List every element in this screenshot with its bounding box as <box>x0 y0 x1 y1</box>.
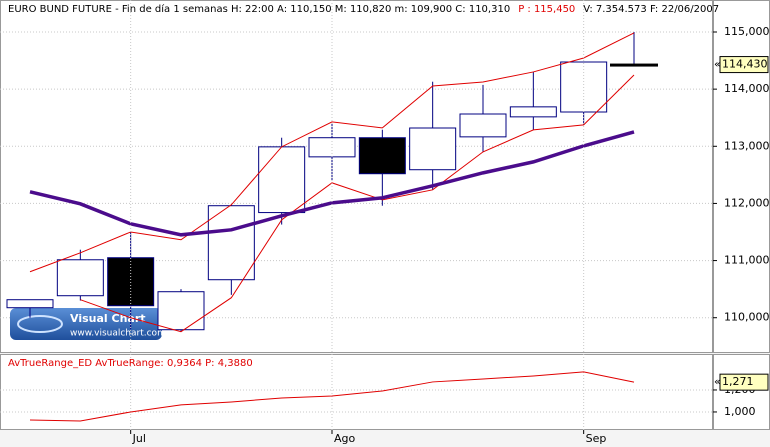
last-value-label: 1,271 <box>722 375 754 388</box>
x-tick-label: Sep <box>586 432 607 445</box>
candle-body <box>6 299 54 309</box>
candle-body <box>610 63 658 67</box>
header-part: AvTrueRange_ED AvTrueRange: 0,9364 P: 4,… <box>8 358 253 369</box>
last-value-label: 114,430 <box>722 58 768 71</box>
series-line <box>29 371 635 422</box>
y-tick-label: 113,000 <box>724 139 770 152</box>
candle-body <box>409 127 457 171</box>
x-tick-label: Ago <box>334 432 356 445</box>
y-tick-label: 114,000 <box>724 82 770 95</box>
last-value-box <box>719 56 769 74</box>
panel-header: AvTrueRange_ED AvTrueRange: 0,9364 P: 4,… <box>8 358 253 369</box>
logo-title: Visual Chart <box>70 312 146 325</box>
last-value-marker: « <box>714 58 721 71</box>
last-value-marker: « <box>714 375 721 388</box>
header-part: V: 7.354.573 F: 22/06/2007 <box>583 4 719 15</box>
logo-url: www.visualchart.com <box>70 329 166 339</box>
candle-body <box>258 146 306 214</box>
logo-icon <box>17 315 63 333</box>
y-tick-label: 111,000 <box>724 254 770 267</box>
y-tick-label: 110,000 <box>724 311 770 324</box>
main-axis <box>713 0 770 353</box>
header-part: EURO BUND FUTURE - Fin de día 1 semanas … <box>8 3 510 15</box>
y-tick-label: 115,000 <box>724 25 770 38</box>
candle-body <box>459 113 507 138</box>
lower-axis <box>713 354 770 430</box>
y-tick-label: 112,000 <box>724 196 770 209</box>
x-tick-label: Jul <box>132 432 146 445</box>
average-line <box>29 130 635 237</box>
candle-body <box>358 137 406 175</box>
panel-header: EURO BUND FUTURE - Fin de día 1 semanas … <box>8 3 719 15</box>
header-part: P : 115,450 <box>518 4 575 15</box>
band-line <box>80 74 635 333</box>
y-tick-label: 1,000 <box>724 405 756 418</box>
last-value-box <box>719 373 769 391</box>
candle-body <box>509 106 557 118</box>
lower-panel <box>0 354 713 430</box>
candle-body <box>56 259 104 297</box>
candle-body <box>207 205 255 281</box>
candle-body <box>157 291 205 331</box>
